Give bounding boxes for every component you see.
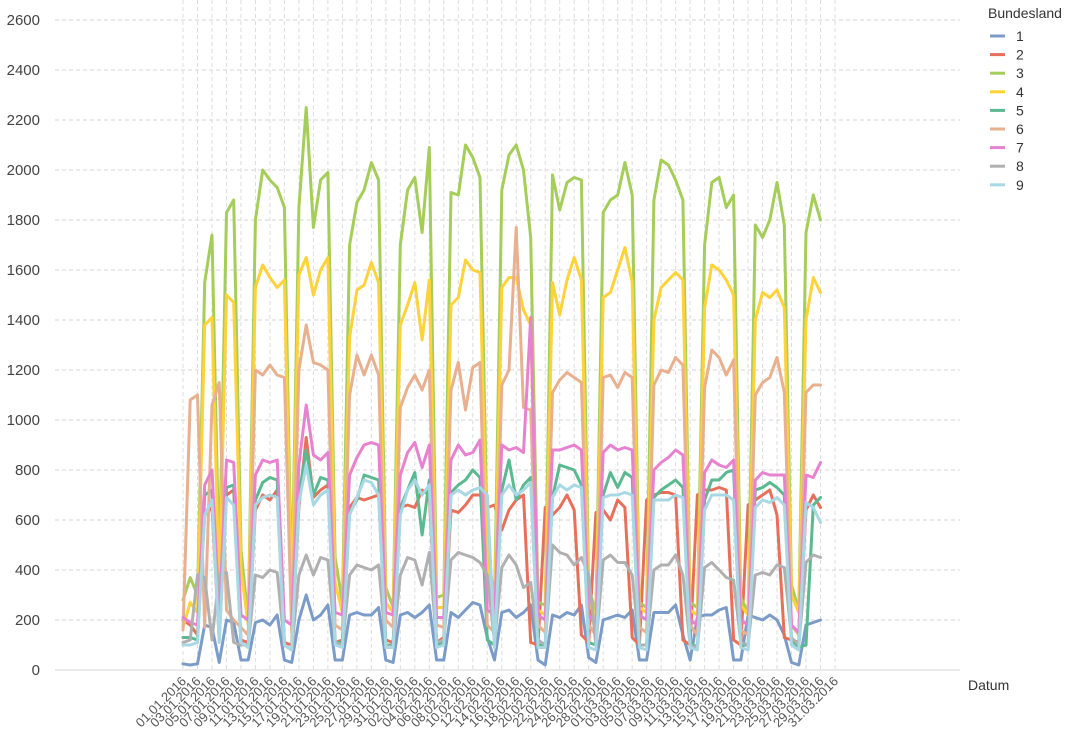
y-tick-label: 1000 <box>7 412 40 429</box>
legend-item-9: 9 <box>990 177 1024 193</box>
legend-item-4: 4 <box>990 84 1024 100</box>
y-tick-label: 200 <box>15 612 40 629</box>
legend-title: Bundesland <box>988 5 1062 21</box>
y-tick-label: 800 <box>15 462 40 479</box>
y-tick-label: 1200 <box>7 362 40 379</box>
series-lines <box>181 106 822 667</box>
legend-label: 8 <box>1016 158 1024 174</box>
y-tick-label: 2200 <box>7 112 40 129</box>
y-tick-label: 1800 <box>7 212 40 229</box>
y-axis: 0 200 400 600 800 1000 1200 1400 1600 1800 2000 220… <box>7 12 40 679</box>
legend-label: 9 <box>1016 177 1024 193</box>
x-axis-title: Datum <box>968 677 1009 693</box>
series-line-7 <box>181 316 822 634</box>
legend-label: 2 <box>1016 47 1024 63</box>
series-line-6 <box>181 226 822 637</box>
legend-label: 6 <box>1016 121 1024 137</box>
legend: Bundesland 1 2 3 4 5 6 7 8 9 <box>988 5 1062 193</box>
legend-item-1: 1 <box>990 28 1024 44</box>
y-tick-label: 1400 <box>7 312 40 329</box>
legend-label: 1 <box>1016 28 1024 44</box>
series-line-9 <box>181 463 822 652</box>
legend-item-3: 3 <box>990 65 1024 81</box>
y-tick-label: 2000 <box>7 162 40 179</box>
series-line-1 <box>181 593 822 667</box>
series-line-2 <box>181 436 822 647</box>
legend-item-7: 7 <box>990 140 1024 156</box>
legend-label: 3 <box>1016 65 1024 81</box>
y-tick-label: 400 <box>15 562 40 579</box>
legend-item-8: 8 <box>990 158 1024 174</box>
series-line-4 <box>181 246 822 629</box>
x-axis: 01.01.201603.01.201605.01.201607.01.2016… <box>132 674 841 731</box>
legend-item-6: 6 <box>990 121 1024 137</box>
grid-lines <box>55 0 960 671</box>
y-tick-label: 1600 <box>7 262 40 279</box>
legend-label: 5 <box>1016 102 1024 118</box>
y-tick-label: 0 <box>32 662 40 679</box>
legend-label: 7 <box>1016 140 1024 156</box>
legend-label: 4 <box>1016 84 1024 100</box>
legend-item-2: 2 <box>990 47 1024 63</box>
y-tick-label: 2400 <box>7 62 40 79</box>
legend-item-5: 5 <box>990 102 1024 118</box>
y-tick-label: 2600 <box>7 12 40 29</box>
y-tick-label: 600 <box>15 512 40 529</box>
